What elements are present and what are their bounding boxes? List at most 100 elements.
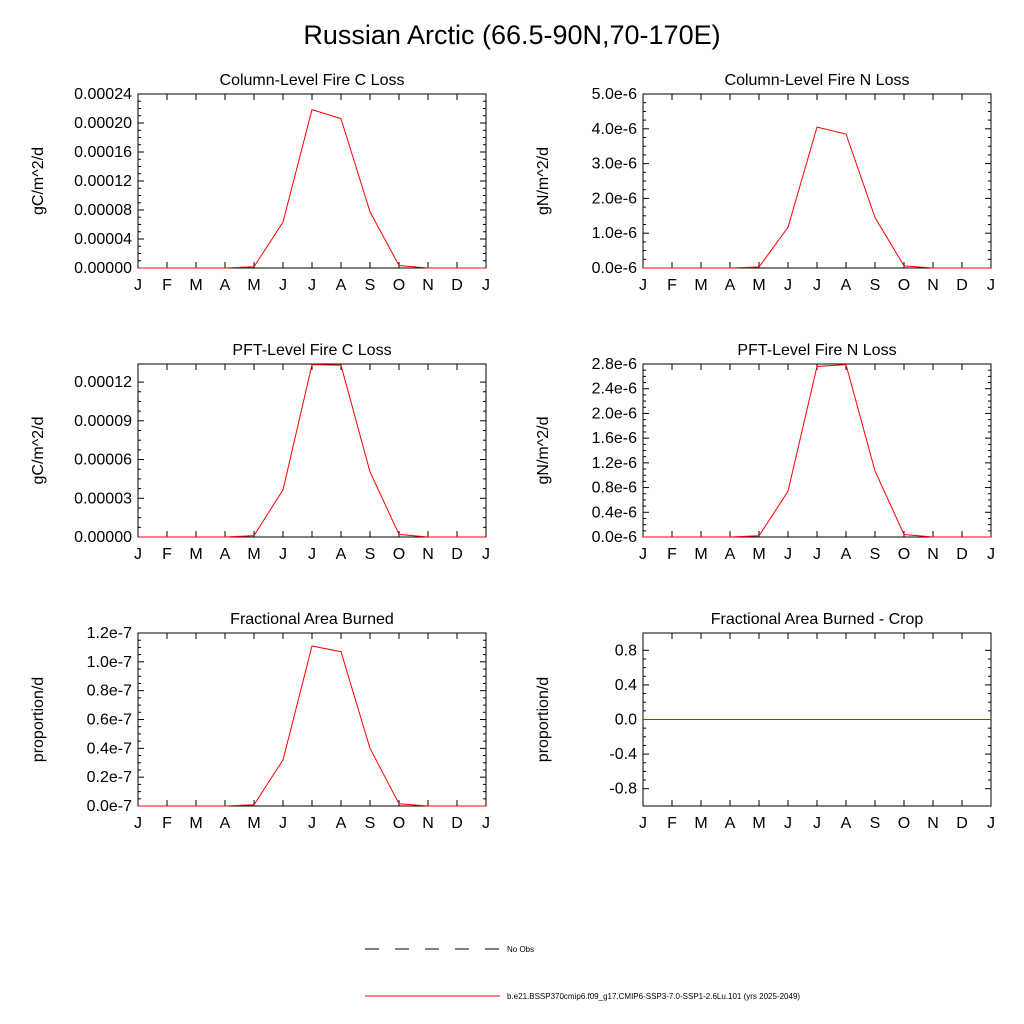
y-axis-label: gC/m^2/d [30, 147, 47, 215]
plot-frame [642, 363, 992, 538]
x-tick-label: M [752, 546, 765, 563]
x-tick-label: M [752, 815, 765, 832]
y-tick-label: 0.00000 [74, 529, 132, 546]
x-tick-label: J [784, 277, 792, 294]
x-tick-label: F [162, 277, 172, 294]
y-tick-label: 0.00024 [74, 86, 132, 103]
y-tick-label: 0.00016 [74, 144, 132, 161]
x-tick-label: D [956, 546, 968, 563]
x-tick-label: D [451, 815, 463, 832]
x-tick-label: J [813, 277, 821, 294]
x-tick-label: O [898, 546, 910, 563]
x-tick-label: A [336, 546, 347, 563]
series-line-1 [643, 126, 991, 269]
y-tick-label: 0.00004 [74, 231, 132, 248]
chart-title: Fractional Area Burned [230, 611, 394, 628]
x-tick-label: M [247, 546, 260, 563]
x-tick-label: F [667, 277, 677, 294]
x-tick-label: O [898, 277, 910, 294]
x-tick-label: J [639, 815, 647, 832]
x-tick-label: M [247, 815, 260, 832]
x-tick-label: F [162, 546, 172, 563]
x-tick-label: O [898, 815, 910, 832]
plot-frame [137, 632, 487, 807]
x-tick-label: N [927, 815, 939, 832]
series-line-1 [138, 645, 486, 807]
x-tick-label: M [694, 815, 707, 832]
x-tick-label: S [870, 277, 881, 294]
y-tick-label: -0.4 [609, 746, 637, 763]
x-tick-label: S [365, 277, 376, 294]
y-tick-label: 0.00012 [74, 173, 132, 190]
y-axis-label: gN/m^2/d [535, 147, 552, 215]
x-tick-label: M [189, 815, 202, 832]
x-tick-label: J [482, 815, 490, 832]
y-tick-label: 0.00003 [74, 490, 132, 507]
y-tick-label: 0.8 [615, 642, 637, 659]
y-tick-label: 5.0e-6 [592, 86, 637, 103]
plot-frame [137, 363, 487, 538]
x-tick-label: A [841, 815, 852, 832]
y-tick-label: 0.00009 [74, 413, 132, 430]
y-tick-label: 0.4e-7 [87, 740, 132, 757]
x-tick-label: S [365, 815, 376, 832]
legend-label-model: b.e21.BSSP370cmip6.f09_g17.CMIP6-SSP3-7.… [507, 992, 800, 1001]
chart-title: Column-Level Fire N Loss [725, 72, 910, 89]
y-tick-label: 0.2e-7 [87, 769, 132, 786]
x-tick-label: A [220, 277, 231, 294]
legend: No Obs b.e21.BSSP370cmip6.f09_g17.CMIP6-… [365, 945, 800, 1001]
y-tick-label: 1.2e-7 [87, 625, 132, 642]
y-tick-label: 0.00006 [74, 452, 132, 469]
chart-title: Column-Level Fire C Loss [220, 72, 405, 89]
x-tick-label: J [813, 815, 821, 832]
y-tick-label: 0.00008 [74, 202, 132, 219]
y-tick-label: 4.0e-6 [592, 121, 637, 138]
x-tick-label: O [393, 277, 405, 294]
x-tick-label: J [308, 546, 316, 563]
y-tick-label: 0.4 [615, 677, 637, 694]
y-tick-label: 1.0e-7 [87, 654, 132, 671]
figure-title: Russian Arctic (66.5-90N,70-170E) [303, 20, 721, 50]
x-tick-label: S [870, 546, 881, 563]
y-tick-label: 2.4e-6 [592, 381, 637, 398]
chart-title: PFT-Level Fire N Loss [737, 342, 896, 359]
y-tick-label: 1.2e-6 [592, 455, 637, 472]
x-tick-label: M [694, 546, 707, 563]
x-tick-label: A [725, 815, 736, 832]
y-tick-label: 0.4e-6 [592, 504, 637, 521]
plot-frame [642, 93, 992, 269]
chart-title: Fractional Area Burned - Crop [711, 611, 924, 628]
x-tick-label: M [694, 277, 707, 294]
y-tick-label: 0.8e-7 [87, 683, 132, 700]
x-tick-label: J [639, 546, 647, 563]
y-tick-label: 0.8e-6 [592, 480, 637, 497]
x-tick-label: M [189, 277, 202, 294]
x-tick-label: J [482, 277, 490, 294]
x-tick-label: J [482, 546, 490, 563]
y-tick-label: 0.00020 [74, 115, 132, 132]
plot-frame [137, 93, 487, 269]
x-tick-label: M [752, 277, 765, 294]
x-tick-label: J [784, 546, 792, 563]
x-tick-label: M [189, 546, 202, 563]
x-tick-label: M [247, 277, 260, 294]
x-tick-label: J [784, 815, 792, 832]
y-tick-label: 0.6e-7 [87, 712, 132, 729]
x-tick-label: F [667, 815, 677, 832]
x-tick-label: A [725, 546, 736, 563]
y-axis-label: gC/m^2/d [30, 417, 47, 485]
x-tick-label: A [220, 815, 231, 832]
x-tick-label: A [336, 815, 347, 832]
y-tick-label: -0.8 [609, 781, 637, 798]
x-tick-label: J [308, 277, 316, 294]
y-tick-label: 0.0e-7 [87, 798, 132, 815]
series-line-1 [138, 364, 486, 538]
chart-title: PFT-Level Fire C Loss [232, 342, 391, 359]
x-tick-label: N [927, 277, 939, 294]
x-tick-label: S [365, 546, 376, 563]
